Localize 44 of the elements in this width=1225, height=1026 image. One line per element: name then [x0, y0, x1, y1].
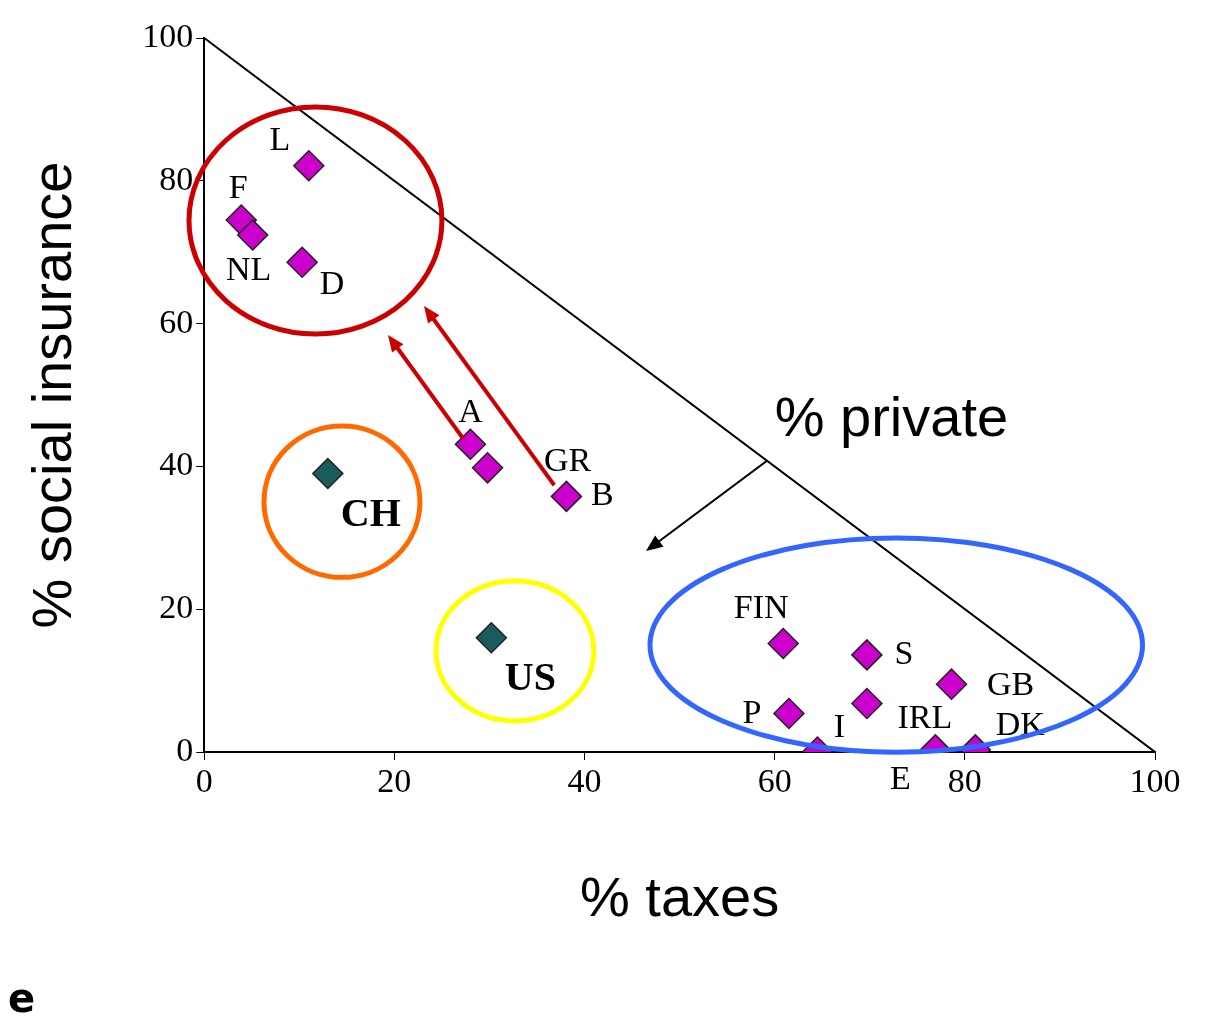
annotation: L: [269, 119, 291, 157]
x-tick-label: 60: [757, 762, 792, 800]
point: [550, 480, 583, 513]
x-tick-label: 20: [377, 762, 412, 800]
y-tick-label: 0: [176, 730, 194, 768]
annotation: NL: [226, 249, 272, 287]
point: [475, 622, 508, 654]
point: [773, 697, 805, 730]
annotation: FIN: [733, 588, 789, 626]
annotation: D: [319, 264, 345, 302]
point: [471, 452, 504, 484]
point: [851, 687, 883, 720]
annotation: A: [458, 392, 484, 430]
annotation: GB: [986, 665, 1035, 703]
text: e: [8, 975, 36, 1021]
annotation: GR: [543, 440, 592, 478]
annotation: US: [504, 654, 556, 700]
point: [454, 428, 487, 461]
annotation: P: [742, 693, 762, 731]
annotation: IRL: [897, 698, 953, 736]
annotation: F: [228, 167, 248, 205]
y-axis-title: % social insurance: [20, 161, 84, 629]
annotation: S: [894, 633, 914, 671]
x-tick-label: 40: [567, 762, 602, 800]
annotation: CH: [340, 489, 401, 535]
point: [767, 627, 799, 660]
annotation: % private: [774, 384, 1009, 450]
y-tick-label: 20: [159, 588, 194, 626]
y-tick-label: 100: [142, 16, 194, 54]
annotation: B: [591, 475, 614, 513]
point: [286, 246, 318, 278]
annotation: E: [889, 758, 911, 796]
y-tick-label: 80: [159, 159, 194, 197]
x-tick-label: 80: [947, 762, 982, 800]
point: [312, 457, 344, 490]
annotation: I: [833, 706, 846, 744]
x-tick-label: 100: [1129, 762, 1181, 800]
point: [236, 219, 269, 251]
point: [935, 668, 968, 700]
y-tick-label: 60: [159, 302, 194, 340]
x-axis-title: % taxes: [580, 864, 780, 928]
y-tick-label: 40: [159, 445, 194, 483]
point: [293, 150, 325, 182]
point: [851, 639, 883, 671]
